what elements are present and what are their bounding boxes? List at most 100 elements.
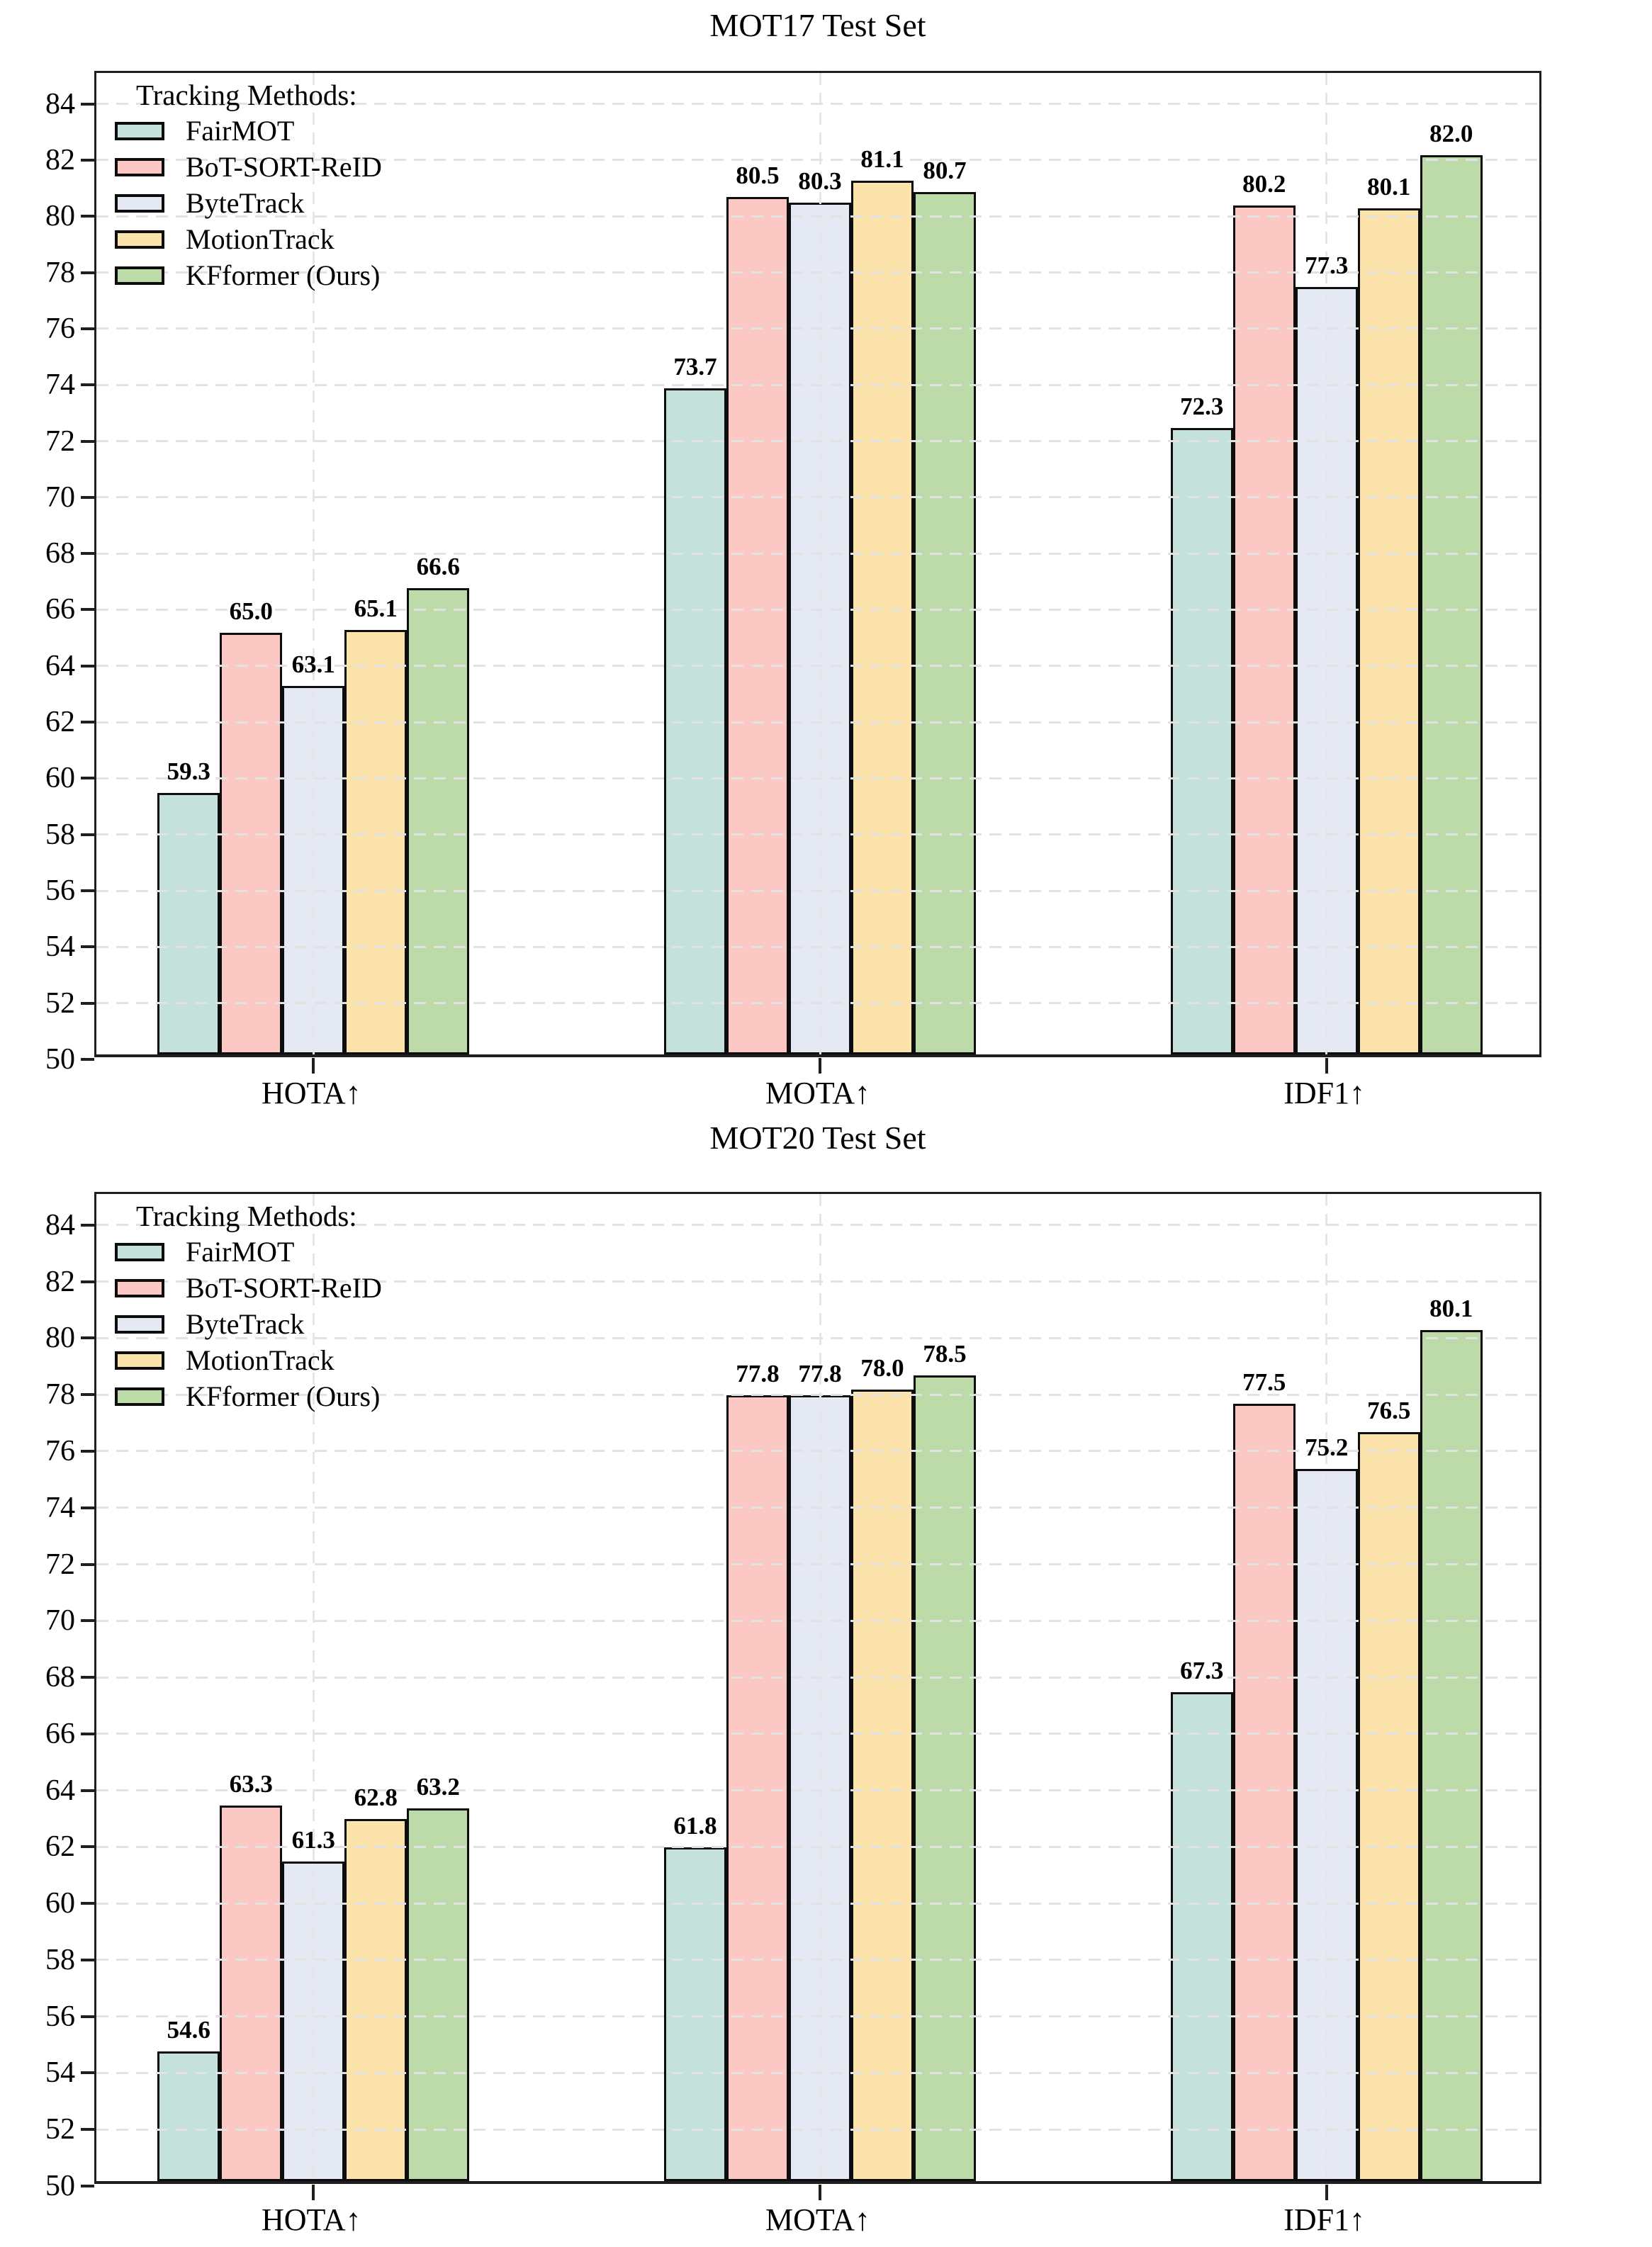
y-axis-tick	[81, 1280, 94, 1283]
chart-title: MOT20 Test Set	[709, 1120, 926, 1156]
y-axis-tick-label: 70	[45, 480, 75, 514]
bar	[726, 197, 789, 1054]
y-axis-tick	[81, 158, 94, 162]
y-axis-tick-label: 80	[45, 200, 75, 233]
x-axis-tick	[312, 1058, 315, 1074]
legend-item: BoT-SORT-ReID	[108, 149, 382, 185]
legend-title: Tracking Methods:	[136, 1200, 357, 1232]
legend-item-label: MotionTrack	[186, 223, 335, 255]
y-axis-tick	[81, 777, 94, 780]
legend-item-label: KFformer (Ours)	[186, 259, 381, 291]
bar-value-label: 61.3	[291, 1826, 335, 1854]
y-axis-tick-label: 56	[45, 2000, 75, 2033]
y-axis-tick-label: 66	[45, 1717, 75, 1750]
bar	[1232, 1404, 1296, 2181]
bar-value-label: 77.5	[1242, 1368, 1286, 1397]
bar	[220, 633, 283, 1054]
bar-value-label: 80.1	[1429, 1295, 1473, 1323]
legend-item-label: BoT-SORT-ReID	[186, 150, 382, 183]
y-axis-tick-label: 74	[45, 1491, 75, 1524]
bar-value-label: 73.7	[673, 353, 717, 381]
y-axis-tick	[81, 1058, 94, 1061]
bar	[664, 1847, 726, 2181]
bar-value-label: 63.3	[229, 1769, 273, 1798]
y-axis-tick	[81, 439, 94, 443]
bar-value-label: 81.1	[860, 145, 904, 173]
legend-swatch-bot-sort-reid	[115, 157, 164, 176]
legend-item-label: KFformer (Ours)	[186, 1380, 381, 1412]
bar	[1357, 208, 1420, 1054]
bar-value-label: 63.1	[291, 651, 335, 679]
legend-swatch-motiontrack	[115, 1351, 164, 1370]
x-axis-tick	[819, 2185, 821, 2200]
y-axis-tick-label: 78	[45, 256, 75, 289]
bar	[1295, 287, 1358, 1054]
bar-value-label: 63.2	[416, 1772, 460, 1801]
legend-item: FairMOT	[108, 1234, 382, 1270]
bar-value-label: 62.8	[354, 1784, 398, 1812]
y-axis-tick-label: 76	[45, 1434, 75, 1468]
legend-item-label: BoT-SORT-ReID	[186, 1271, 382, 1304]
y-axis-tick	[81, 2071, 94, 2075]
y-axis-tick	[81, 1506, 94, 1509]
bar	[407, 587, 470, 1054]
bar	[1170, 427, 1233, 1054]
y-axis-tick-label: 74	[45, 368, 75, 402]
y-axis-tick-label: 60	[45, 762, 75, 795]
y-axis-tick-label: 52	[45, 2113, 75, 2146]
y-axis-tick-label: 78	[45, 1378, 75, 1412]
x-axis-category-label: MOTA↑	[765, 1076, 871, 1110]
y-axis-tick-label: 62	[45, 1830, 75, 1864]
y-axis-tick	[81, 889, 94, 893]
x-axis-tick	[1325, 2185, 1328, 2200]
bar	[851, 180, 914, 1054]
bar	[1232, 205, 1296, 1054]
y-axis-tick	[81, 1676, 94, 1679]
bar-value-label: 78.5	[923, 1340, 967, 1368]
bar-value-label: 54.6	[167, 2015, 210, 2044]
y-axis-tick-label: 64	[45, 1774, 75, 1807]
legend-swatch-bytetrack	[115, 193, 164, 213]
y-axis-tick	[81, 664, 94, 668]
bar-value-label: 78.0	[860, 1354, 904, 1382]
bar-value-label: 77.8	[736, 1360, 780, 1388]
x-axis-category-label: HOTA↑	[261, 1076, 361, 1110]
y-axis-tick-label: 84	[45, 1208, 75, 1241]
legend-swatch-fairmot	[115, 121, 164, 140]
y-axis-tick-label: 82	[45, 143, 75, 176]
bar	[1420, 154, 1483, 1054]
legend-swatch-bot-sort-reid	[115, 1278, 164, 1297]
legend-item: FairMOT	[108, 113, 382, 149]
y-axis-tick-label: 54	[45, 2056, 75, 2090]
bar	[914, 1375, 976, 2181]
y-axis-tick	[81, 1902, 94, 1905]
plot-area: 50 52 54 56 58 60 62 64 66 68 70 72 74 76 78 80 82 84 54.6…	[45, 1192, 1541, 2202]
plot-area: 50 52 54 56 58 60 62 64 66 68 70 72 74 76 78 80 82 84 59.3…	[45, 71, 1541, 1075]
legend-swatch-motiontrack	[115, 230, 164, 249]
bar-value-label: 80.2	[1242, 170, 1286, 198]
y-axis-tick-label: 84	[45, 87, 75, 120]
y-axis-tick-label: 80	[45, 1322, 75, 1355]
bar-value-label: 80.1	[1367, 173, 1411, 201]
y-axis-tick-label: 76	[45, 312, 75, 345]
legend-item: KFformer (Ours)	[108, 257, 382, 293]
bar	[789, 1395, 851, 2181]
x-axis-category-label: IDF1↑	[1283, 2202, 1366, 2237]
y-axis-tick-label: 68	[45, 537, 75, 570]
y-axis-tick	[81, 1223, 94, 1227]
y-axis-tick	[81, 1449, 94, 1453]
y-axis-tick	[81, 1562, 94, 1566]
legend-item: MotionTrack	[108, 221, 382, 257]
y-axis-tick-label: 50	[45, 2170, 75, 2202]
x-axis-tick	[312, 2185, 315, 2200]
legend-item: MotionTrack	[108, 1342, 382, 1378]
y-axis-tick	[81, 495, 94, 499]
y-axis-tick-label: 50	[45, 1043, 75, 1076]
legend-swatch-kfformer-ours-	[115, 1387, 164, 1406]
y-axis-tick-label: 58	[45, 1943, 75, 1976]
legend-item: KFformer (Ours)	[108, 1378, 382, 1414]
legend-swatch-kfformer-ours-	[115, 266, 164, 285]
bar-value-label: 75.2	[1305, 1433, 1349, 1461]
bar	[407, 1808, 470, 2181]
